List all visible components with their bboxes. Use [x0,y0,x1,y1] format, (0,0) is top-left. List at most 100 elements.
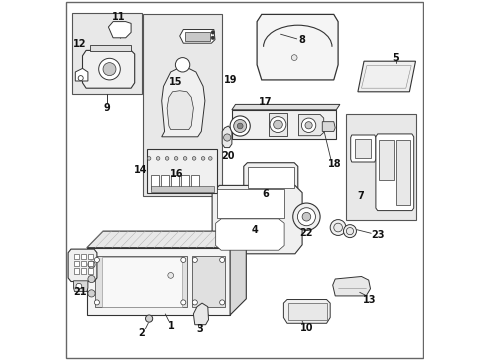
Text: 6: 6 [262,189,268,199]
Circle shape [208,157,212,160]
Text: 1: 1 [168,321,175,331]
Circle shape [211,31,214,34]
Text: 5: 5 [391,53,398,63]
Polygon shape [231,104,339,110]
Circle shape [181,300,185,305]
Circle shape [201,157,204,160]
Polygon shape [332,276,370,296]
Text: 21: 21 [73,287,86,297]
Bar [146,149,216,193]
Text: 14: 14 [134,165,148,175]
Circle shape [292,203,320,230]
Bar [81,268,86,274]
Circle shape [269,117,285,132]
Polygon shape [89,45,131,51]
Bar [355,139,370,158]
Bar [287,303,326,320]
Polygon shape [162,68,204,137]
Circle shape [329,220,346,235]
Polygon shape [102,257,181,307]
Circle shape [145,315,152,322]
Text: 12: 12 [73,39,86,49]
Bar [81,254,86,259]
Text: 17: 17 [258,96,272,107]
Text: 11: 11 [112,12,125,22]
Text: 22: 22 [299,228,312,238]
Polygon shape [192,256,224,307]
Polygon shape [322,122,335,131]
Circle shape [192,300,197,305]
Text: 8: 8 [297,35,304,45]
Circle shape [301,118,315,132]
Bar [151,186,213,192]
Circle shape [343,225,356,238]
Polygon shape [212,185,302,254]
Circle shape [192,257,197,262]
Polygon shape [87,248,230,315]
Bar [88,268,93,274]
Circle shape [167,273,173,278]
Polygon shape [268,113,286,136]
Circle shape [78,76,83,81]
Polygon shape [167,91,193,130]
Bar [88,254,93,259]
Polygon shape [283,300,329,323]
Text: 18: 18 [328,159,341,169]
Bar [395,140,409,205]
Circle shape [233,120,246,132]
Bar [73,261,79,266]
Bar [346,114,415,220]
Circle shape [76,283,81,289]
Polygon shape [95,256,186,307]
Bar [161,175,168,189]
Polygon shape [68,249,97,282]
Circle shape [297,208,315,226]
Circle shape [230,116,250,136]
Text: 4: 4 [251,225,258,235]
Circle shape [273,120,282,129]
Bar [181,175,189,189]
Text: 23: 23 [371,230,385,240]
Polygon shape [215,219,284,250]
Circle shape [88,261,95,268]
Bar [378,140,393,180]
Text: 7: 7 [356,191,363,201]
Circle shape [181,257,185,262]
Text: 15: 15 [168,77,182,87]
Bar [247,167,294,188]
Polygon shape [230,231,246,315]
Circle shape [183,157,186,160]
Circle shape [88,290,95,297]
Circle shape [175,58,189,72]
Circle shape [219,300,224,305]
Polygon shape [75,68,88,81]
Bar [73,254,79,259]
Polygon shape [82,50,134,88]
Text: 9: 9 [103,103,110,113]
Circle shape [291,55,296,60]
Circle shape [174,157,178,160]
Circle shape [94,257,99,262]
Bar [81,261,86,266]
Text: 20: 20 [221,151,234,161]
Polygon shape [87,231,246,248]
Polygon shape [73,281,88,292]
Circle shape [165,157,168,160]
Text: 2: 2 [138,328,145,338]
Bar [151,175,159,189]
Text: 13: 13 [362,294,376,305]
Circle shape [223,134,230,141]
Text: 16: 16 [170,168,183,179]
Text: 3: 3 [196,324,203,334]
Circle shape [302,212,310,221]
Circle shape [211,36,214,40]
Circle shape [94,300,99,305]
Polygon shape [231,110,336,139]
Polygon shape [179,30,215,43]
Circle shape [103,63,116,76]
Bar [185,32,210,41]
Circle shape [305,122,311,129]
Polygon shape [193,303,208,325]
Bar [88,261,93,266]
Circle shape [219,257,224,262]
